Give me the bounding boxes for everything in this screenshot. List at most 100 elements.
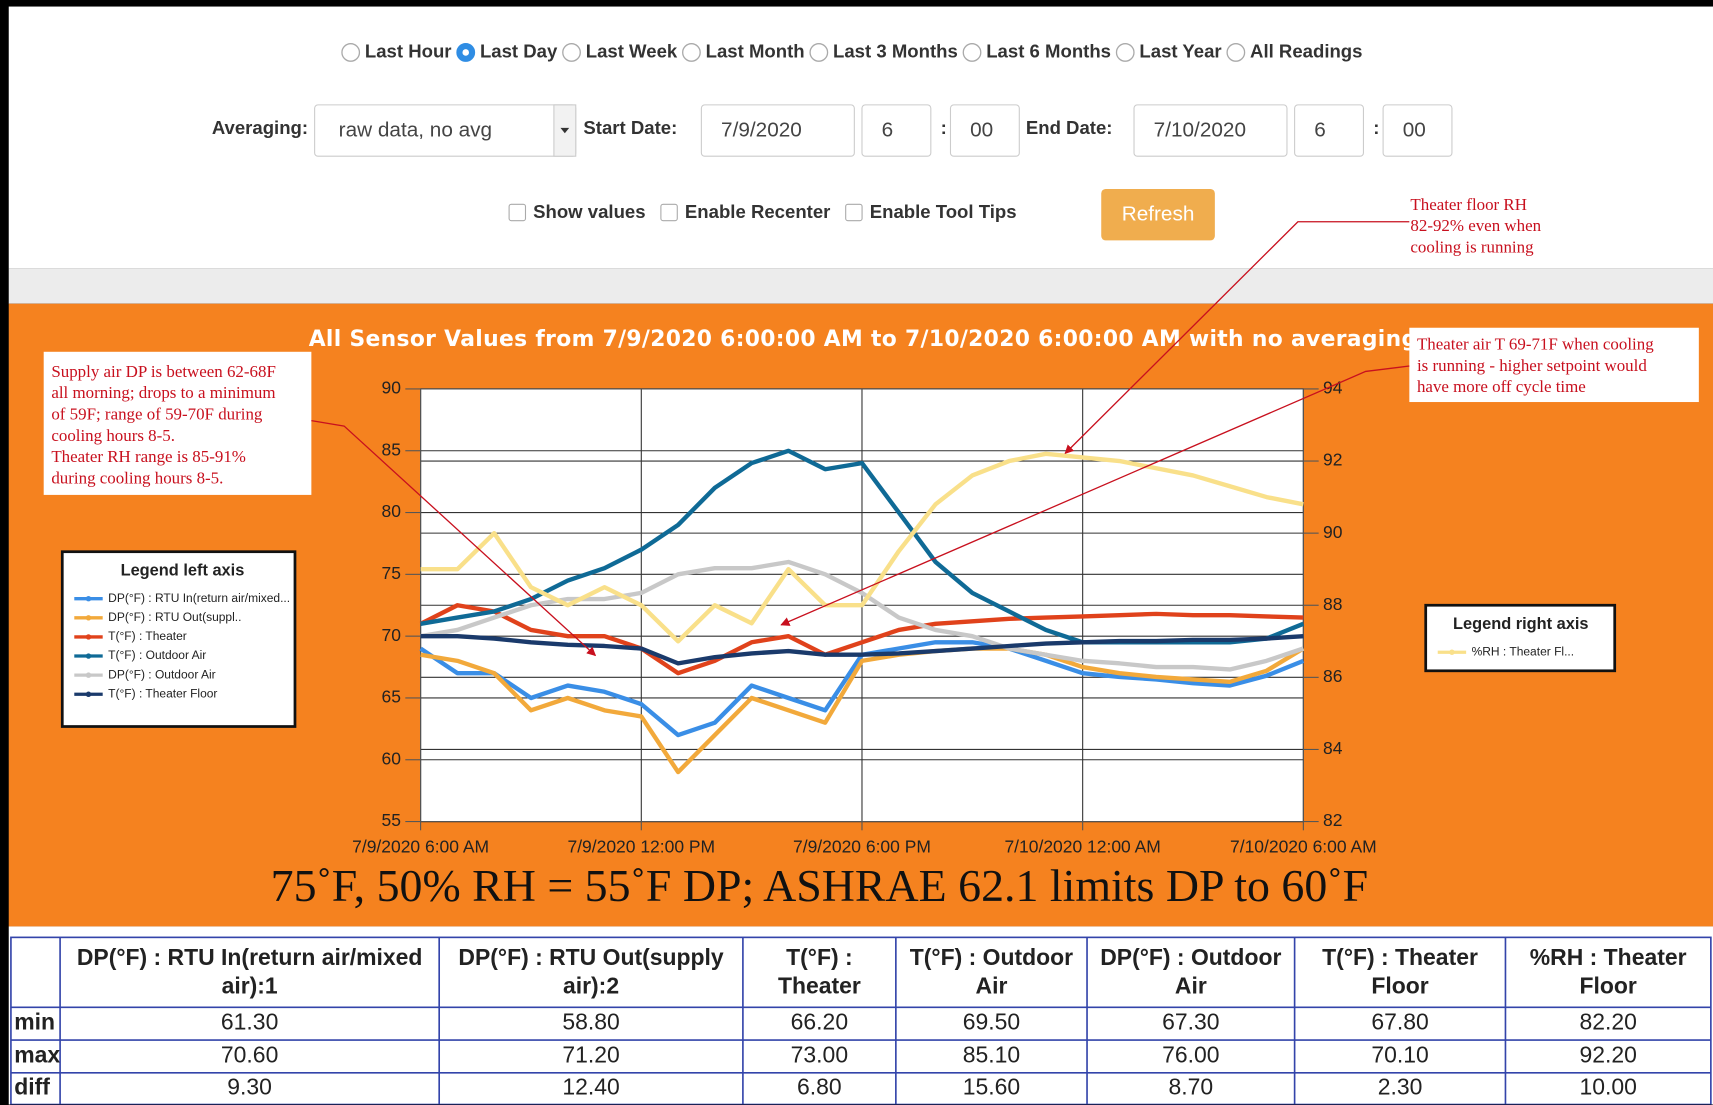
radio[interactable] [562, 43, 581, 62]
radio[interactable] [962, 43, 982, 62]
table-cell: 12.40 [562, 1074, 619, 1100]
x-tick-label: 7/9/2020 6:00 AM [352, 836, 489, 856]
checkbox-label[interactable]: Show values [533, 201, 645, 222]
annotation-arrow [1064, 221, 1410, 455]
annotation-text: cooling hours 8-5. [51, 426, 175, 445]
x-tick-label: 7/9/2020 12:00 PM [567, 836, 715, 856]
radio-label[interactable]: Last 6 Months [986, 40, 1111, 61]
y2-tick-label: 88 [1323, 594, 1342, 614]
table-cell: 61.30 [221, 1009, 278, 1035]
input-box[interactable] [861, 104, 932, 157]
time-sep: : [1373, 117, 1379, 138]
refresh-button[interactable] [1101, 189, 1215, 241]
input-box[interactable] [949, 104, 1020, 157]
input-box[interactable] [1294, 104, 1364, 157]
x-tick-label: 7/10/2020 6:00 AM [1230, 836, 1377, 856]
table-header: DP(°F) : RTU Out(supply air):2 [458, 944, 724, 998]
select-arrow [560, 127, 570, 134]
legend-label: T(°F) : Outdoor Air [108, 648, 206, 662]
table-cell: 69.50 [963, 1009, 1020, 1035]
radio-label[interactable]: All Readings [1250, 40, 1362, 61]
table-cell: 66.20 [791, 1009, 848, 1035]
annotation-text: all morning; drops to a minimum [51, 383, 275, 402]
table-cell: 2.30 [1378, 1074, 1423, 1100]
field-label: End Date: [1026, 117, 1113, 138]
legend-label: T(°F) : Theater Floor [108, 686, 217, 700]
legend-swatch-dot [85, 634, 92, 640]
y2-tick-label: 90 [1323, 522, 1343, 542]
annotation-text: 82-92% even when [1410, 216, 1541, 235]
table-cell: 67.80 [1371, 1009, 1428, 1035]
select-value[interactable]: raw data, no avg [339, 119, 492, 142]
checkbox-label[interactable]: Enable Tool Tips [870, 201, 1017, 222]
input-value[interactable]: 7/10/2020 [1154, 119, 1246, 142]
input-value[interactable]: 00 [1403, 119, 1426, 142]
radio[interactable] [341, 43, 361, 62]
input-value[interactable]: 7/9/2020 [721, 119, 802, 142]
series-line [419, 603, 1304, 676]
checkbox[interactable] [660, 203, 678, 222]
legend-swatch-dot [85, 691, 92, 698]
legend-swatch-dot [1449, 649, 1455, 655]
field-label: Start Date: [583, 117, 677, 138]
legend-label: DP(°F) : Outdoor Air [108, 667, 216, 681]
series-line [420, 646, 1305, 775]
radio[interactable] [1226, 43, 1246, 62]
input-value[interactable]: 6 [882, 119, 894, 142]
x-tick-label: 7/10/2020 12:00 AM [1004, 836, 1160, 856]
annotation-text: Theater floor RH [1410, 195, 1527, 214]
radio-label[interactable]: Last Month [706, 40, 805, 61]
y2-tick-label: 82 [1323, 810, 1342, 830]
checkbox[interactable] [508, 203, 527, 222]
y-tick-label: 70 [382, 625, 402, 645]
table-cell: 6.80 [797, 1074, 842, 1100]
annotation-box [43, 351, 312, 495]
table-cell: 71.20 [562, 1042, 619, 1068]
annotation-box [1409, 327, 1699, 403]
table-frame [10, 936, 1712, 1105]
table-cell: 9.30 [227, 1074, 272, 1100]
y-tick-label: 75 [382, 563, 401, 583]
table-cell: 92.20 [1579, 1042, 1636, 1068]
table-row-label: min [14, 1009, 55, 1035]
y-tick-label: 65 [382, 687, 401, 707]
input-box[interactable] [1133, 104, 1288, 157]
refresh-label[interactable]: Refresh [1122, 203, 1195, 226]
checkbox[interactable] [845, 203, 863, 222]
stats-table: DP(°F) : RTU In(return air/mixed air):1 DP… [10, 936, 1712, 1105]
field-label: Averaging: [212, 117, 308, 138]
input-box[interactable] [1382, 104, 1453, 157]
radio-label[interactable]: Last Hour [365, 40, 452, 61]
legend-swatch-dot [85, 615, 92, 621]
series-line [420, 633, 1304, 666]
table-row-label: max [14, 1042, 60, 1068]
table-cell: 58.80 [562, 1009, 619, 1035]
annotation-text: of 59F; range of 59-70F during [51, 405, 263, 424]
legend-title: Legend left axis [121, 562, 245, 580]
input-value[interactable]: 00 [970, 119, 993, 142]
y2-tick-label: 92 [1323, 450, 1342, 470]
series-line [420, 451, 1304, 644]
radio[interactable] [682, 43, 701, 62]
checkbox-label[interactable]: Enable Recenter [685, 201, 830, 222]
table-cell: 85.10 [963, 1042, 1020, 1068]
radio-label[interactable]: Last 3 Months [833, 40, 958, 61]
radio-label[interactable]: Last Day [480, 40, 558, 61]
y-tick-label: 80 [382, 501, 402, 521]
radio-label[interactable]: Last Week [586, 40, 678, 61]
annotation-text: during cooling hours 8-5. [51, 468, 223, 487]
radio[interactable] [1115, 43, 1135, 62]
table-cell: 8.70 [1168, 1074, 1213, 1100]
table-header: %RH : Theater Floor [1530, 944, 1687, 998]
radio-label[interactable]: Last Year [1139, 40, 1221, 61]
table-cell: 10.00 [1579, 1074, 1636, 1100]
table-row-label: diff [14, 1074, 50, 1100]
input-box[interactable] [700, 104, 855, 157]
y2-tick-label: 94 [1323, 378, 1343, 398]
legend-label: %RH : Theater Fl... [1472, 644, 1574, 658]
legend-swatch-dot [85, 672, 92, 678]
input-value[interactable]: 6 [1314, 119, 1326, 142]
y2-tick-label: 86 [1323, 666, 1342, 686]
table-cell: 70.10 [1371, 1042, 1428, 1068]
radio[interactable] [809, 43, 829, 62]
